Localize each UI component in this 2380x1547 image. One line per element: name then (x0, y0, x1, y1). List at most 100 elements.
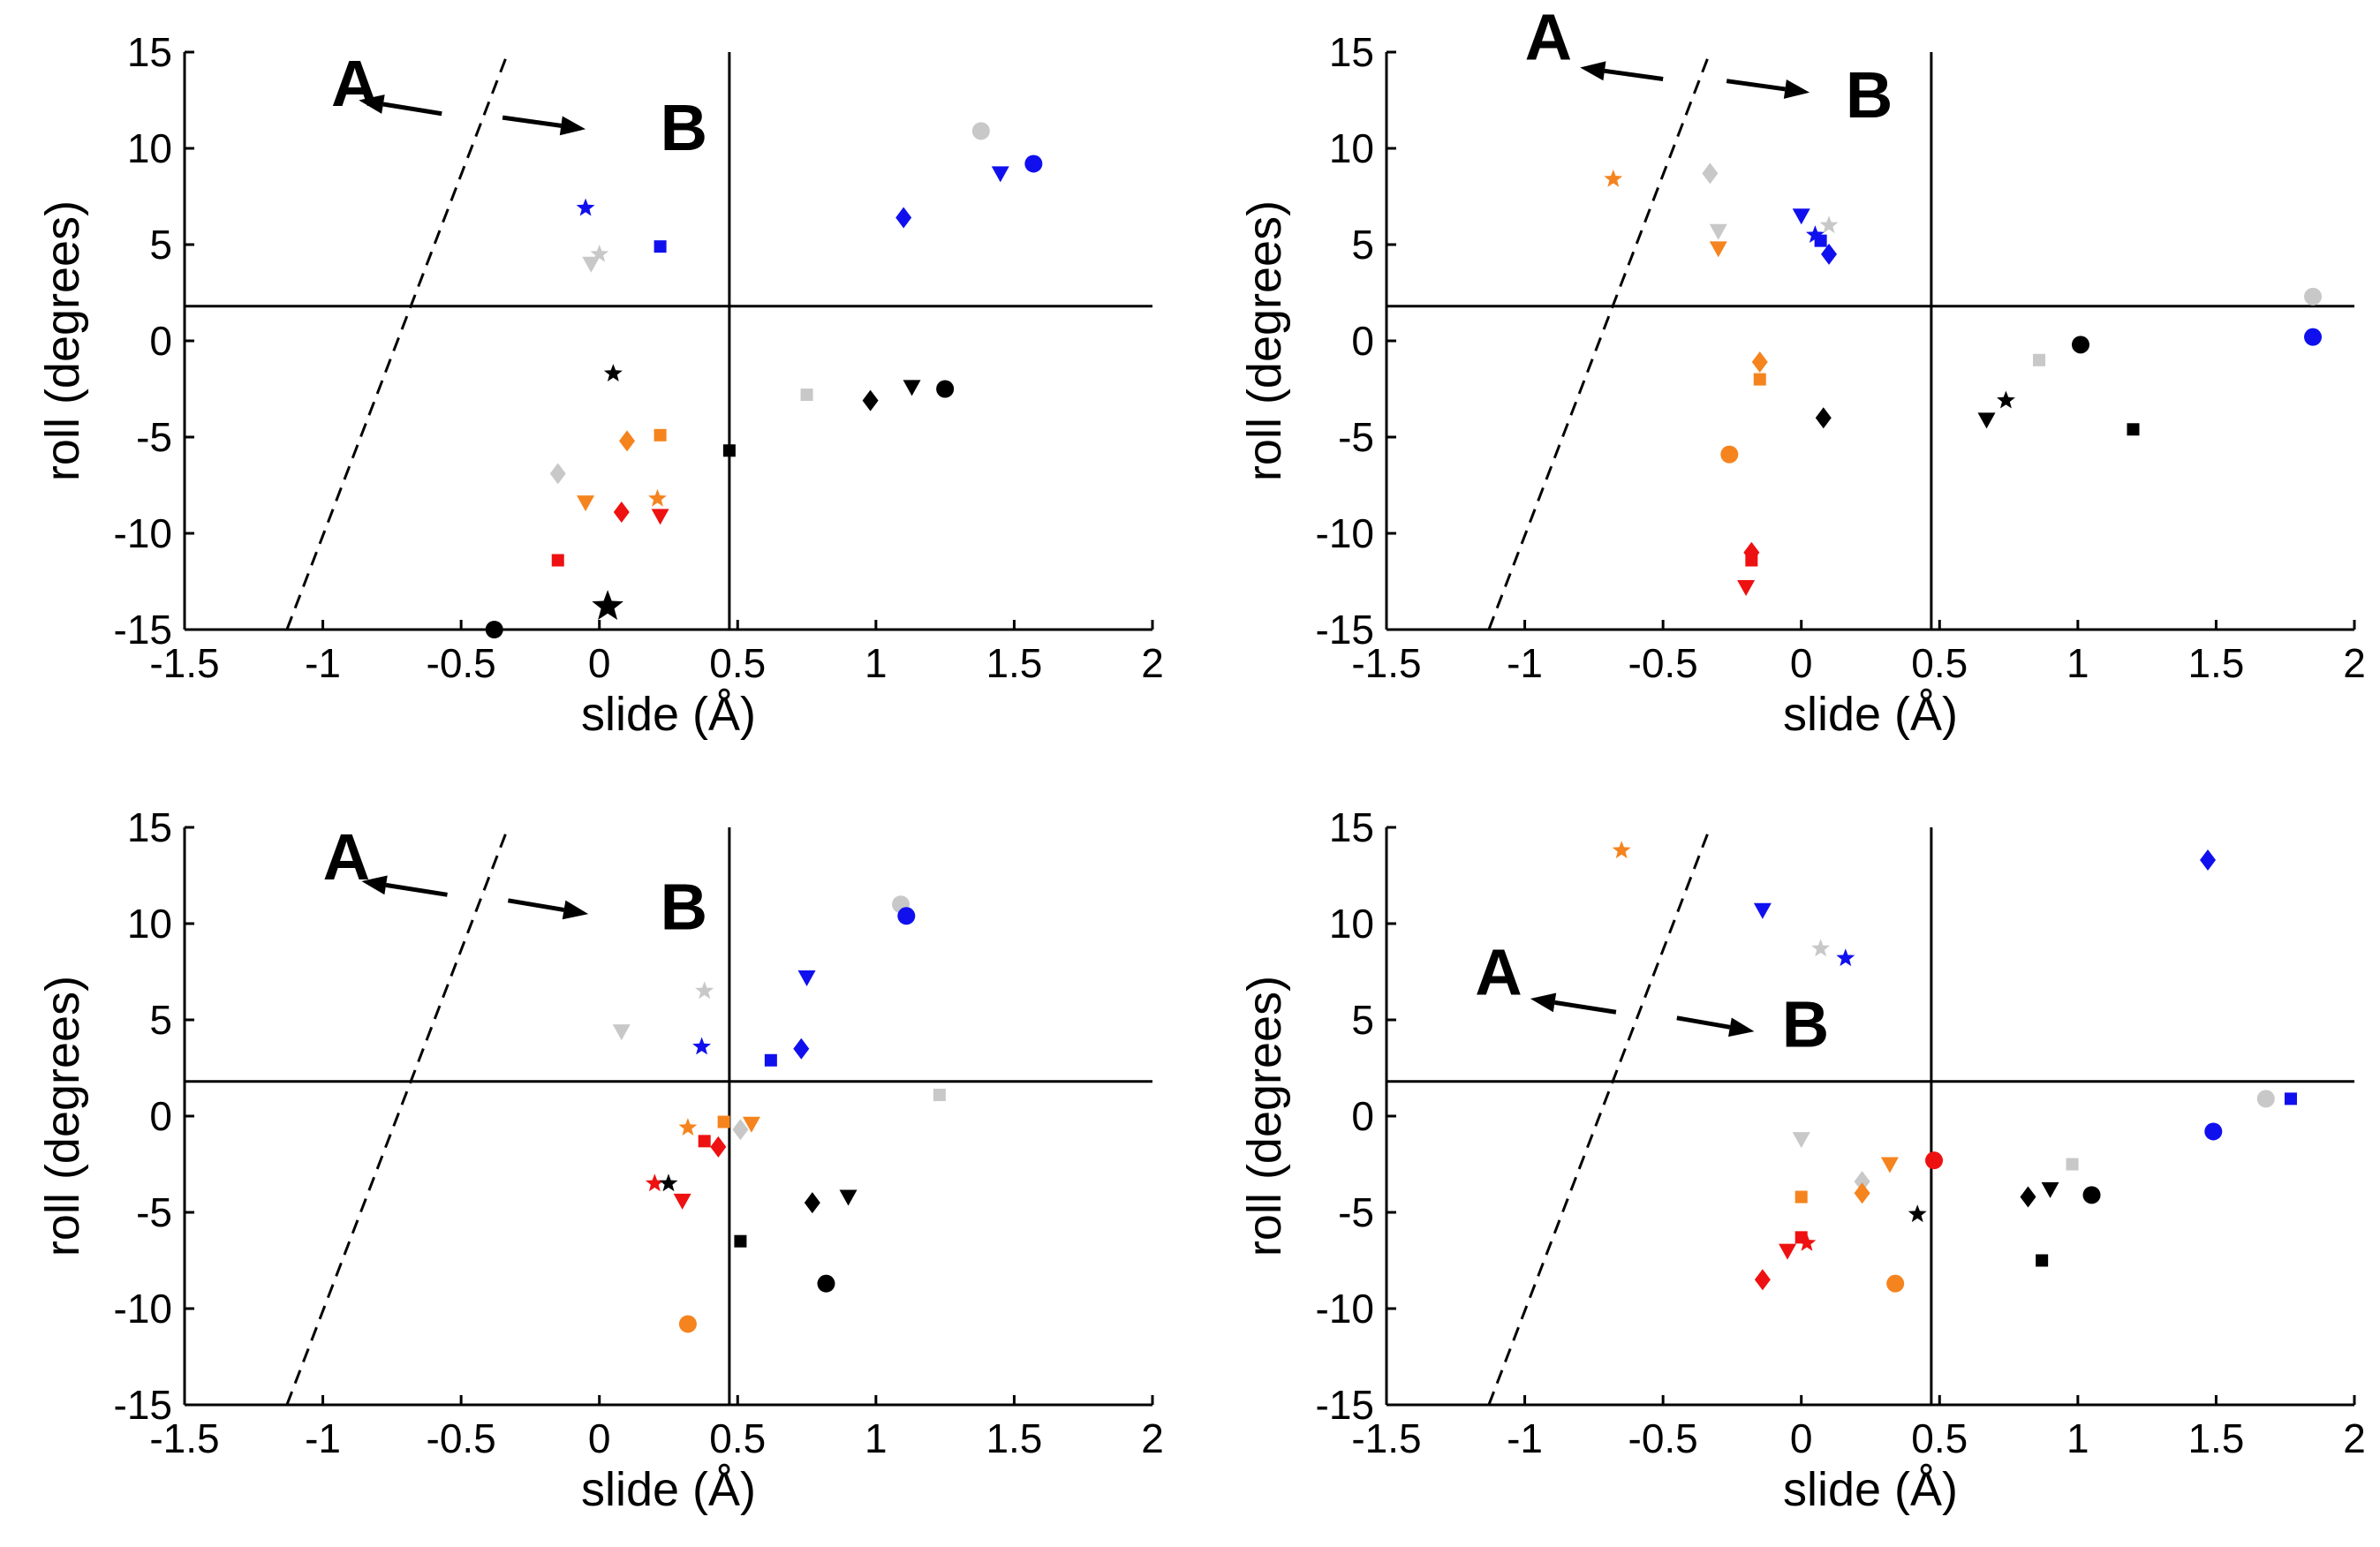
y-tick-label: 0 (1351, 318, 1374, 364)
data-point-gray-diamond (1702, 162, 1719, 185)
y-tick-label: 5 (149, 222, 172, 268)
data-point-gray-diamond (1854, 1171, 1870, 1193)
data-point-red-triangle (1779, 1243, 1797, 1260)
y-tick-label: 15 (1329, 804, 1374, 850)
data-point-blue-triangle (991, 166, 1009, 183)
data-point-gray-circle (2304, 287, 2323, 306)
y-axis-title: roll (degrees) (1238, 976, 1291, 1256)
data-point-orange-square (654, 428, 667, 441)
data-point-blue-star (1836, 948, 1855, 967)
x-tick-label: 0 (1790, 640, 1813, 686)
data-point-red-diamond (613, 502, 630, 524)
data-point-blue-circle (1024, 155, 1043, 173)
y-tick-label: -5 (1338, 414, 1374, 460)
data-point-blue-triangle (797, 970, 816, 987)
data-point-blue-circle (2304, 328, 2323, 346)
dashed-boundary-line (1487, 51, 1711, 630)
y-tick-label: 10 (127, 901, 172, 947)
data-point-black-diamond (1815, 407, 1832, 429)
data-point-orange-diamond (1751, 351, 1768, 373)
data-point-gray-star (590, 244, 609, 262)
data-point-black-triangle (903, 380, 921, 396)
x-tick-label: 0.5 (1911, 640, 1968, 686)
data-point-black-triangle (1977, 412, 1996, 429)
arrow-to-b-head (1783, 79, 1810, 99)
x-tick-label: 2 (1141, 1415, 1164, 1461)
y-axis-title: roll (degrees) (1238, 200, 1291, 481)
arrow-to-b-shaft (502, 115, 562, 128)
data-point-black-circle (2082, 1186, 2101, 1204)
dashed-boundary-line (285, 826, 510, 1406)
data-point-black-diamond (804, 1192, 820, 1214)
arrow-to-b-shaft (1726, 79, 1786, 92)
x-tick-label: 0.5 (709, 1415, 766, 1461)
x-tick-label: -1.5 (149, 1415, 219, 1461)
x-tick-label: -1 (305, 640, 341, 686)
x-tick-label: -1 (1507, 640, 1543, 686)
data-point-black-diamond (862, 389, 879, 411)
arrow-to-b-shaft (507, 898, 564, 912)
data-point-red-diamond (1754, 1269, 1771, 1291)
data-point-gray-star (695, 981, 714, 1000)
dashed-boundary-line (285, 51, 510, 630)
x-tick-label: 1.5 (986, 1415, 1042, 1461)
data-point-red-square (698, 1135, 711, 1148)
x-tick-label: 2 (2343, 640, 2366, 686)
x-axis-title: slide (Å) (581, 688, 756, 741)
y-tick-label: -10 (1316, 1286, 1374, 1332)
y-tick-label: 10 (1329, 901, 1374, 947)
x-tick-label: -1.5 (149, 640, 219, 686)
data-point-orange-square (717, 1115, 730, 1128)
y-tick-label: -5 (1338, 1189, 1374, 1235)
data-point-orange-diamond (1854, 1182, 1870, 1204)
data-point-black-star (592, 590, 623, 620)
data-point-blue-star (576, 198, 595, 216)
data-point-red-square (1745, 554, 1758, 567)
y-axis-title: roll (degrees) (36, 200, 89, 481)
y-tick-label: -10 (114, 1286, 172, 1332)
data-point-blue-square (764, 1053, 777, 1067)
data-point-black-circle (936, 380, 955, 398)
y-tick-label: -5 (136, 414, 172, 460)
x-tick-label: -1.5 (1351, 1415, 1421, 1461)
y-tick-label: -10 (1316, 510, 1374, 556)
x-tick-label: 1.5 (2187, 640, 2244, 686)
x-tick-label: -0.5 (1628, 1415, 1698, 1461)
y-tick-label: 5 (1351, 222, 1374, 268)
data-point-gray-triangle (1709, 223, 1727, 240)
data-point-blue-square (1814, 234, 1827, 247)
x-tick-label: -1 (1507, 1415, 1543, 1461)
data-point-black-triangle (2041, 1181, 2059, 1198)
arrow-to-a-shaft (382, 102, 442, 117)
data-point-gray-circle (2256, 1090, 2275, 1108)
data-point-gray-triangle (582, 256, 601, 273)
y-tick-label: -15 (114, 607, 172, 653)
data-point-orange-star (648, 488, 667, 507)
arrow-to-a-shaft (1604, 68, 1664, 81)
x-tick-label: 2 (2343, 1415, 2366, 1461)
x-tick-label: 1.5 (2187, 1415, 2244, 1461)
arrow-to-b-head (562, 900, 589, 920)
x-tick-label: -1.5 (1351, 640, 1421, 686)
x-tick-label: 1 (865, 1415, 888, 1461)
data-point-blue-square (2284, 1092, 2297, 1106)
data-point-black-circle (2071, 336, 2089, 354)
data-point-red-square (551, 554, 564, 567)
data-point-gray-diamond (549, 463, 566, 485)
data-point-blue-circle (2204, 1122, 2223, 1141)
x-tick-label: -1 (305, 1415, 341, 1461)
data-point-blue-star (1805, 225, 1825, 243)
data-point-orange-circle (1886, 1274, 1905, 1293)
y-tick-label: 0 (1351, 1093, 1374, 1139)
data-point-orange-square (1753, 373, 1766, 386)
data-point-black-star (659, 1173, 678, 1192)
data-point-black-diamond (2020, 1186, 2036, 1208)
data-point-blue-square (654, 240, 667, 253)
arrow-to-a-head (361, 875, 388, 895)
x-tick-label: 0.5 (1911, 1415, 1968, 1461)
data-point-black-square (734, 1234, 747, 1248)
data-point-blue-triangle (1792, 208, 1810, 225)
data-point-gray-circle (971, 122, 990, 140)
data-point-orange-circle (1720, 445, 1739, 464)
